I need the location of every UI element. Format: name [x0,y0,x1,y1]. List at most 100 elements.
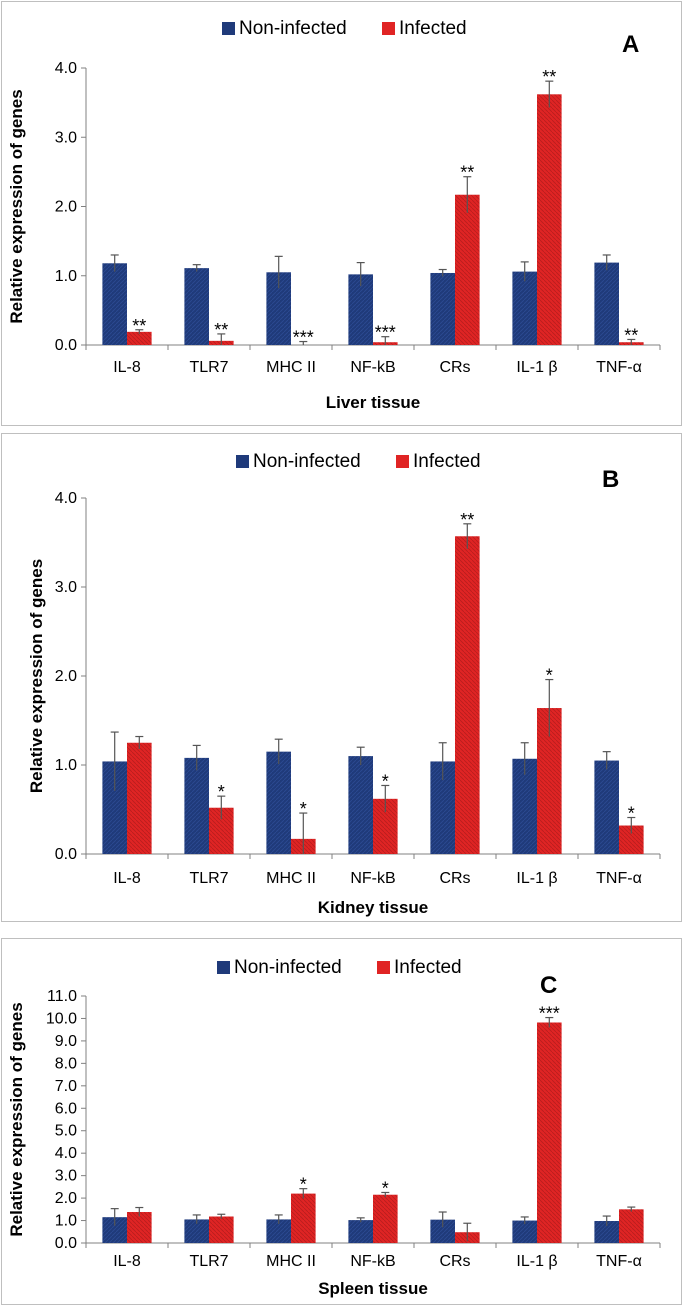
bar-non-infected [430,1219,455,1243]
x-tick-label: IL-1 β [516,1253,557,1270]
y-tick-label: 4.0 [55,490,77,507]
y-tick-label: 5.0 [55,1123,77,1140]
significance-label: *** [293,328,314,348]
significance-label: ** [214,320,228,340]
bar-infected [127,331,152,345]
bar-non-infected [266,1219,291,1243]
chart-panel-c: 0.0 1.0 2.0 3.0 4.0 5.0 6.0 7.0 8.0 9.0 10.0 11.0 IL… [1,938,682,1305]
x-tick-label: IL-8 [113,1253,141,1270]
panel-label: B [602,466,619,493]
legend-label-infected: Infected [394,957,462,978]
y-tick-label: 0.0 [55,846,77,863]
chart-panel-b: 0.01.02.03.04.0IL-8*TLR7*MHC II*NF-kB**C… [1,433,682,922]
x-tick-label: CRs [439,1253,470,1270]
y-tick-label: 2.0 [55,199,77,216]
y-tick-label: 9.0 [55,1033,77,1050]
y-tick-label: 1.0 [55,1213,77,1230]
bar-infected [537,94,562,345]
x-tick-label: TLR7 [189,359,228,376]
x-tick-label: NF-kB [350,1253,395,1270]
y-tick-label: 3.0 [55,129,77,146]
y-tick-label: 6.0 [55,1100,77,1117]
x-tick-label: TNF-α [596,870,642,887]
significance-label: ** [460,510,474,530]
bar-non-infected [430,272,455,345]
legend-label-non-infected: Non-infected [239,18,347,39]
legend-swatch-infected [377,961,390,974]
significance-label: *** [539,1004,560,1024]
bar-non-infected [348,1220,373,1243]
y-axis-title: Relative expression of genes [27,559,46,793]
y-tick-label: 3.0 [55,1168,77,1185]
bar-non-infected [184,1219,209,1243]
y-tick-label: 1.0 [55,757,77,774]
x-tick-label: IL-8 [113,359,141,376]
significance-label: * [382,1178,389,1198]
y-axis-title: Relative expression of genes [7,1002,26,1236]
bar-non-infected [512,271,537,345]
x-tick-label: TNF-α [596,1253,642,1270]
legend-label-non-infected: Non-infected [253,451,361,472]
bar-infected [209,1216,234,1243]
y-tick-label: 8.0 [55,1055,77,1072]
x-tick-label: IL-1 β [516,870,557,887]
x-tick-label: CRs [439,870,470,887]
legend-swatch-non-infected [236,455,249,468]
significance-label: ** [460,163,474,183]
bar-non-infected [594,262,619,345]
x-axis-title: Kidney tissue [318,898,429,917]
chart-frame [1,1,682,426]
significance-label: * [300,799,307,819]
bar-infected [455,194,480,345]
bar-infected [291,1193,316,1243]
y-tick-label: 2.0 [55,668,77,685]
bar-non-infected [184,757,209,854]
significance-label: * [382,771,389,791]
bar-infected [373,1194,398,1243]
bar-infected [537,1022,562,1243]
legend-swatch-infected [396,455,409,468]
x-tick-label: IL-8 [113,870,141,887]
significance-label: * [300,1175,307,1195]
x-tick-label: CRs [439,359,470,376]
chart-frame [1,938,682,1305]
significance-label: *** [375,323,396,343]
y-tick-label: 1.0 [55,268,77,285]
bar-non-infected [102,263,127,345]
y-tick-label: 0.0 [55,337,77,354]
bar-non-infected [594,1220,619,1243]
y-tick-label: 2.0 [55,1190,77,1207]
y-tick-label: 4.0 [55,1145,77,1162]
panel-label: C [540,972,557,999]
y-tick-label: 4.0 [55,60,77,77]
x-tick-label: NF-kB [350,870,395,887]
y-axis-title: Relative expression of genes [7,89,26,323]
x-tick-label: TNF-α [596,359,642,376]
bar-infected [127,742,152,854]
x-tick-label: IL-1 β [516,359,557,376]
x-tick-label: TLR7 [189,870,228,887]
legend-label-infected: Infected [399,18,467,39]
legend-swatch-infected [382,22,395,35]
y-tick-label: 0.0 [55,1235,77,1252]
bar-non-infected [594,760,619,854]
bar-non-infected [266,751,291,854]
x-tick-label: NF-kB [350,359,395,376]
x-tick-label: MHC II [266,359,316,376]
significance-label: * [218,782,225,802]
legend-label-non-infected: Non-infected [234,957,342,978]
chart-panel-a: 0.0 1.0 2.0 3.0 4.0 ** IL-8 ** TLR7 *** MHC II *** N… [1,1,682,426]
panel-label: A [622,31,639,58]
significance-label: ** [542,67,556,87]
bar-non-infected [348,756,373,854]
x-axis-title: Liver tissue [326,393,421,412]
significance-label: * [628,804,635,824]
x-tick-label: MHC II [266,1253,316,1270]
bar-non-infected [512,1220,537,1243]
bar-non-infected [184,268,209,345]
y-tick-label: 7.0 [55,1078,77,1095]
legend-swatch-non-infected [222,22,235,35]
x-axis-title: Spleen tissue [318,1279,428,1298]
significance-label: ** [624,325,638,345]
legend-label-infected: Infected [413,451,481,472]
